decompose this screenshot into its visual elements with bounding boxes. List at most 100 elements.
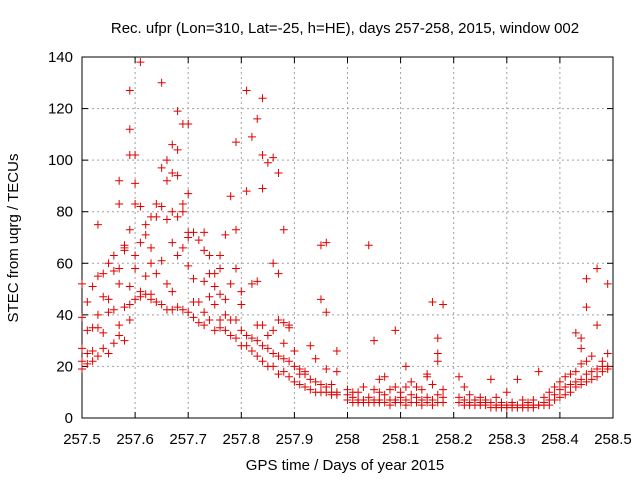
data-point (120, 303, 129, 312)
data-point (173, 145, 182, 154)
data-point (231, 138, 240, 147)
x-tick-label: 257.7 (169, 431, 207, 448)
data-point (131, 199, 140, 208)
data-point (173, 251, 182, 260)
data-point (258, 184, 267, 193)
data-point (162, 279, 171, 288)
data-point (460, 383, 469, 392)
data-point (226, 279, 235, 288)
data-point (582, 274, 591, 283)
data-point (566, 388, 575, 397)
data-point (263, 331, 272, 340)
data-point (83, 349, 92, 358)
data-point (168, 207, 177, 216)
data-point (301, 367, 310, 376)
data-point (104, 308, 113, 317)
data-point (428, 380, 437, 389)
x-tick-label: 258.3 (488, 431, 526, 448)
data-point (306, 375, 315, 384)
chart-title: Rec. ufpr (Lon=310, Lat=-25, h=HE), days… (111, 20, 579, 37)
data-point (231, 225, 240, 234)
data-point (439, 300, 448, 309)
data-point (322, 365, 331, 374)
data-point (162, 176, 171, 185)
data-point (582, 303, 591, 312)
data-point (83, 359, 92, 368)
data-point (216, 290, 225, 299)
data-point (115, 199, 124, 208)
data-point (210, 269, 219, 278)
data-point (210, 282, 219, 291)
data-point (465, 390, 474, 399)
data-point (401, 362, 410, 371)
data-point (93, 310, 102, 319)
data-point (147, 259, 156, 268)
data-point (269, 326, 278, 335)
data-point (93, 220, 102, 229)
data-point (285, 372, 294, 381)
data-point (88, 282, 97, 291)
data-point (385, 401, 394, 410)
data-point (115, 279, 124, 288)
data-point (561, 372, 570, 381)
data-point (571, 383, 580, 392)
data-point (555, 385, 564, 394)
data-point (120, 336, 129, 345)
data-point (332, 388, 341, 397)
data-point (316, 380, 325, 389)
data-point (258, 150, 267, 159)
data-point (279, 225, 288, 234)
data-point (242, 86, 251, 95)
data-point (184, 120, 193, 129)
data-point (173, 212, 182, 221)
data-point (529, 395, 538, 404)
x-tick-label: 257.9 (276, 431, 314, 448)
data-point (173, 303, 182, 312)
data-point (555, 393, 564, 402)
data-point (582, 370, 591, 379)
data-point (279, 318, 288, 327)
data-point (566, 380, 575, 389)
data-point (115, 321, 124, 330)
data-point (577, 344, 586, 353)
data-point (157, 202, 166, 211)
data-point (545, 401, 554, 410)
data-point (593, 264, 602, 273)
data-point (385, 385, 394, 394)
data-point (237, 287, 246, 296)
data-point (401, 401, 410, 410)
data-point (598, 357, 607, 366)
data-point (131, 179, 140, 188)
data-point (78, 365, 86, 374)
data-point (147, 290, 156, 299)
data-point (136, 287, 145, 296)
data-point (136, 238, 145, 247)
data-point (396, 398, 405, 407)
data-point (237, 326, 246, 335)
data-point (216, 323, 225, 332)
data-point (200, 228, 209, 237)
data-point (226, 331, 235, 340)
data-point (396, 388, 405, 397)
data-point (534, 367, 543, 376)
data-point (455, 393, 464, 402)
data-point (141, 230, 150, 239)
data-point (178, 207, 187, 216)
data-point (322, 383, 331, 392)
data-point (502, 388, 511, 397)
data-point (290, 377, 299, 386)
data-point (322, 308, 331, 317)
data-point (216, 264, 225, 273)
data-point (247, 346, 256, 355)
data-point (247, 334, 256, 343)
y-tick-label: 20 (56, 358, 73, 375)
data-point (189, 228, 198, 237)
y-tick-label: 0 (65, 410, 73, 427)
x-tick-label: 258.4 (541, 431, 579, 448)
data-point (587, 367, 596, 376)
data-point (391, 326, 400, 335)
data-point (83, 297, 92, 306)
data-point (290, 362, 299, 371)
data-point (125, 225, 134, 234)
data-point (242, 341, 251, 350)
